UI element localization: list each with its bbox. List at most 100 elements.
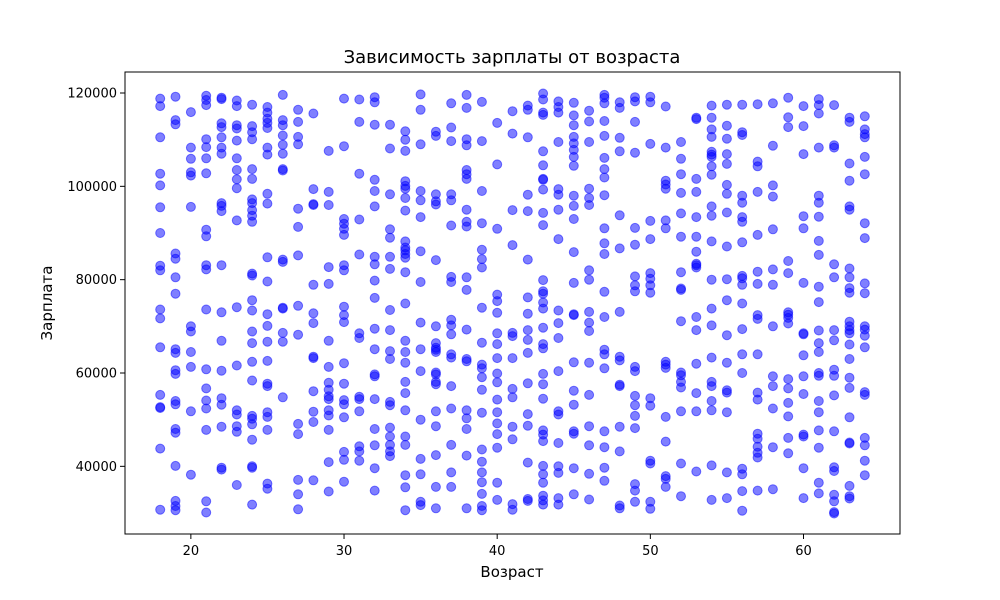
data-point: [293, 418, 304, 429]
data-point: [155, 202, 166, 213]
data-point: [859, 169, 870, 180]
data-point: [446, 467, 457, 478]
data-point: [446, 98, 457, 109]
data-point: [323, 186, 334, 197]
data-point: [584, 265, 595, 276]
data-point: [354, 249, 365, 260]
data-point: [691, 246, 702, 257]
data-point: [155, 180, 166, 191]
data-point: [630, 410, 640, 421]
data-point: [783, 112, 794, 123]
data-point: [538, 436, 549, 447]
data-point: [706, 381, 717, 392]
data-point: [737, 197, 748, 208]
data-point: [660, 362, 671, 373]
data-point: [492, 442, 503, 453]
data-point: [385, 325, 395, 336]
data-point: [798, 463, 809, 474]
data-point: [369, 440, 380, 451]
data-point: [430, 379, 441, 390]
data-point: [691, 312, 702, 322]
data-point: [630, 366, 640, 377]
data-point: [676, 208, 686, 219]
data-point: [844, 263, 855, 274]
data-point: [737, 99, 748, 110]
data-point: [461, 503, 472, 514]
data-point: [231, 153, 242, 164]
data-point: [308, 417, 319, 427]
data-point: [584, 389, 595, 400]
data-point: [446, 381, 457, 392]
data-point: [323, 424, 334, 435]
data-point: [231, 215, 242, 226]
data-point: [859, 151, 870, 162]
data-point: [476, 467, 487, 478]
data-point: [430, 130, 441, 141]
data-point: [201, 424, 212, 435]
data-point: [813, 407, 824, 418]
data-point: [752, 99, 763, 110]
data-point: [216, 399, 227, 410]
data-point: [568, 190, 579, 201]
data-point: [476, 384, 487, 395]
data-point: [400, 405, 411, 416]
data-point: [385, 305, 395, 315]
data-point: [767, 224, 778, 235]
data-point: [461, 221, 472, 232]
data-point: [507, 421, 518, 432]
data-point: [354, 214, 365, 225]
data-point: [660, 183, 671, 194]
data-point: [599, 426, 610, 437]
data-point: [721, 207, 732, 218]
data-point: [553, 189, 564, 200]
data-point: [170, 368, 181, 379]
data-point: [721, 241, 732, 252]
data-point: [400, 252, 411, 263]
data-point: [170, 347, 181, 358]
data-point: [247, 134, 258, 145]
data-point: [262, 309, 273, 320]
data-point: [538, 393, 549, 404]
data-point: [170, 288, 181, 299]
data-point: [752, 161, 763, 172]
y-tick-label: 100000: [67, 180, 117, 195]
data-point: [369, 174, 380, 185]
data-point: [599, 130, 610, 141]
data-point: [553, 305, 564, 316]
data-point: [446, 320, 457, 331]
data-point: [829, 325, 840, 336]
data-point: [568, 97, 579, 108]
data-point: [829, 272, 840, 283]
data-point: [859, 288, 870, 299]
data-point: [400, 298, 411, 309]
data-point: [170, 91, 181, 102]
data-point: [507, 434, 518, 445]
data-point: [844, 287, 855, 298]
data-point: [599, 190, 610, 201]
data-point: [538, 379, 549, 390]
data-point: [538, 343, 549, 354]
data-point: [630, 271, 640, 282]
data-point: [721, 493, 732, 504]
data-point: [538, 499, 549, 510]
data-point: [277, 165, 288, 176]
data-point: [369, 119, 380, 130]
data-point: [706, 236, 717, 247]
data-point: [752, 394, 763, 405]
data-point: [859, 278, 870, 289]
data-point: [645, 400, 656, 411]
data-point: [798, 431, 809, 442]
data-point: [813, 142, 824, 153]
data-point: [247, 326, 258, 337]
data-point: [660, 223, 671, 234]
data-point: [844, 372, 855, 383]
data-point: [660, 411, 671, 422]
data-point: [308, 184, 319, 195]
data-point: [859, 111, 870, 122]
data-point: [706, 396, 717, 406]
data-point: [400, 431, 411, 442]
data-point: [599, 249, 610, 259]
data-point: [170, 253, 181, 264]
data-point: [829, 100, 840, 111]
chart-title: Зависимость зарплаты от возраста: [344, 47, 681, 68]
